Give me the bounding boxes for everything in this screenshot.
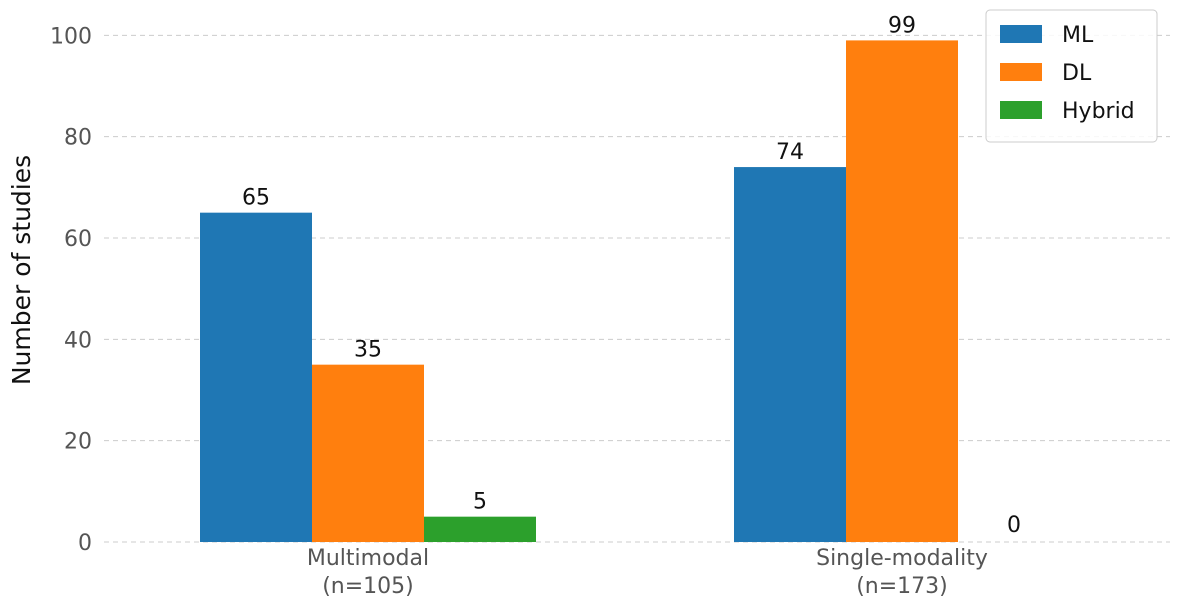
x-axis-category-labels: Multimodal (n=105) Single-modality (n=173) (307, 546, 988, 599)
legend-swatch-ml (1000, 25, 1042, 43)
bars (200, 40, 958, 543)
bar-ml-0 (200, 212, 312, 542)
y-tick-label-100: 100 (50, 24, 92, 49)
bar-ml-1 (734, 167, 846, 543)
value-label-ml-0: 65 (242, 186, 270, 211)
grid-lines (104, 34, 1170, 543)
y-tick-label-40: 40 (64, 328, 92, 353)
bar-dl-0 (312, 364, 424, 542)
y-axis-label: Number of studies (7, 155, 36, 385)
bar-dl-1 (846, 40, 958, 543)
x-category-count-1: (n=173) (856, 574, 948, 599)
x-category-label-0: Multimodal (307, 546, 429, 571)
legend-label-hybrid: Hybrid (1062, 99, 1135, 124)
legend-swatch-dl (1000, 63, 1042, 81)
value-label-hybrid-1: 0 (1007, 513, 1021, 538)
legend: ML DL Hybrid (985, 9, 1158, 143)
bar-value-labels: 65 35 5 74 99 0 (242, 13, 1021, 538)
legend-swatch-hybrid (1000, 101, 1042, 119)
y-tick-label-60: 60 (64, 227, 92, 252)
value-label-ml-1: 74 (776, 140, 804, 165)
value-label-dl-1: 99 (888, 13, 916, 38)
legend-label-dl: DL (1062, 61, 1092, 86)
x-category-label-1: Single-modality (816, 546, 988, 571)
bar-hybrid-0 (424, 516, 536, 542)
value-label-hybrid-0: 5 (473, 490, 487, 515)
y-tick-label-80: 80 (64, 126, 92, 151)
y-tick-label-0: 0 (78, 531, 92, 556)
value-label-dl-0: 35 (354, 338, 382, 363)
legend-label-ml: ML (1062, 23, 1094, 48)
y-axis-ticks: 0 20 40 60 80 100 (50, 24, 92, 556)
y-tick-label-20: 20 (64, 430, 92, 455)
x-category-count-0: (n=105) (322, 574, 414, 599)
